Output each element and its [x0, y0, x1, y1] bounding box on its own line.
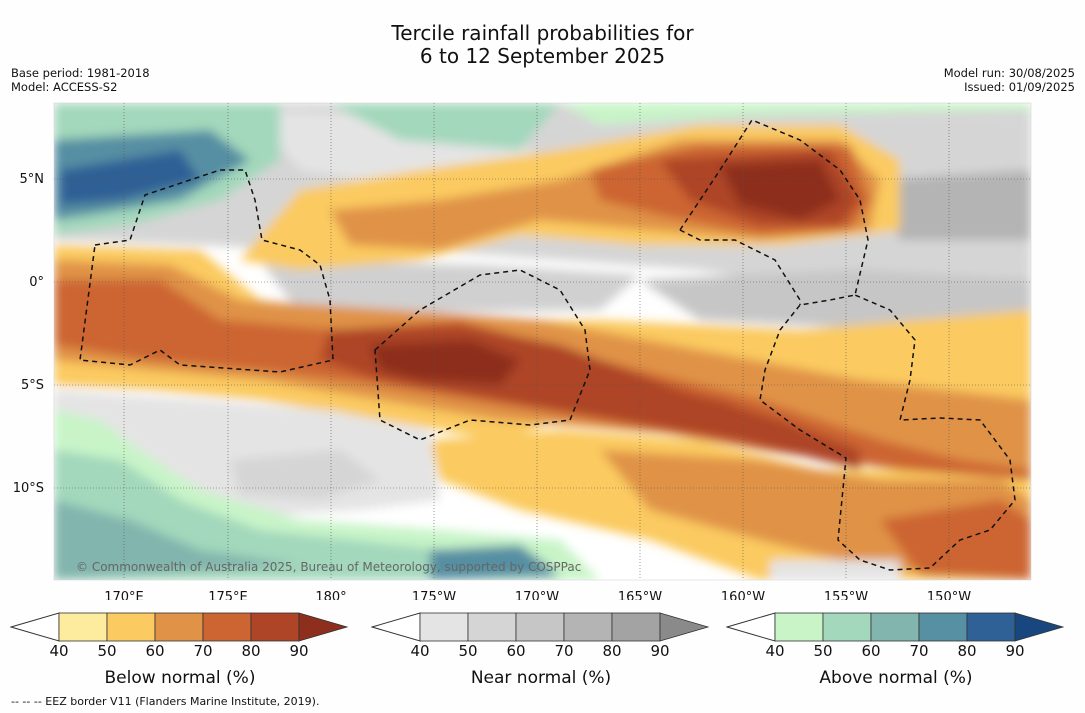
- legend-above-swatch-90: [1014, 612, 1065, 642]
- legend-below-swatch-70: [202, 612, 252, 642]
- legend-below-swatch-90: [298, 612, 349, 642]
- map-title: Tercile rainfall probabilities for 6 to …: [0, 22, 1085, 68]
- legend-near-tick-40: 40: [410, 642, 430, 660]
- legend-below-title: Below normal (%): [104, 668, 256, 688]
- issued-date: Issued: 01/09/2025: [964, 80, 1075, 94]
- lon-label-155w: 155°W: [824, 590, 868, 600]
- lon-label-170w: 170°W: [515, 590, 559, 600]
- lon-label-170e: 170°E: [104, 590, 144, 600]
- lon-label-150w: 150°W: [927, 590, 971, 600]
- model-name: Model: ACCESS-S2: [11, 80, 118, 94]
- legend-below-normal: 40 50 60 70 80 90 Below normal (%): [10, 600, 350, 700]
- eez-borders: [79, 119, 1016, 571]
- legend-above-tick-60: 60: [861, 642, 881, 660]
- legend-near-tick-80: 80: [602, 642, 622, 660]
- lon-label-180: 180°: [315, 590, 346, 600]
- legend-above-tick-80: 80: [957, 642, 977, 660]
- legend-below-tick-40: 40: [49, 642, 69, 660]
- legend-above-swatch-60: [870, 612, 920, 642]
- legend-below-tick-90: 90: [289, 642, 309, 660]
- rainfall-probability-map: © Commonwealth of Australia 2025, Bureau…: [13, 102, 1032, 600]
- legend-near-swatch-70: [563, 612, 613, 642]
- lon-label-175e: 175°E: [208, 590, 248, 600]
- legend-above-tick-50: 50: [813, 642, 833, 660]
- legend-near-title: Near normal (%): [470, 668, 612, 688]
- legend-near-swatch-60: [515, 612, 565, 642]
- legend-below-tick-70: 70: [193, 642, 213, 660]
- lat-label-5n: 5°N: [20, 172, 45, 187]
- legend-below-tick-60: 60: [145, 642, 165, 660]
- legend-above-tick-90: 90: [1005, 642, 1025, 660]
- legend-near-tick-70: 70: [554, 642, 574, 660]
- legend-above-swatch-50: [822, 612, 872, 642]
- legend-above-swatch-70: [918, 612, 968, 642]
- legend-near-swatch-90: [659, 612, 710, 642]
- legend-near-swatch-80: [611, 612, 661, 642]
- model-run: Model run: 30/08/2025: [943, 66, 1075, 80]
- lat-label-5s: 5°S: [21, 378, 44, 393]
- legend-near-normal-bar: [371, 612, 710, 642]
- eez-border-note: -- -- -- EEZ border V11 (Flanders Marine…: [11, 695, 320, 708]
- legend-above-normal: 40 50 60 70 80 90 Above normal (%): [726, 600, 1066, 700]
- legend-above-tick-70: 70: [909, 642, 929, 660]
- lon-label-175w: 175°W: [412, 590, 456, 600]
- legend-below-tick-50: 50: [97, 642, 117, 660]
- lat-label-10s: 10°S: [13, 481, 44, 496]
- title-line-2: 6 to 12 September 2025: [419, 44, 666, 68]
- legend-below-tick-80: 80: [241, 642, 261, 660]
- legend-below-swatch-40: [58, 612, 108, 642]
- legend-above-tick-40: 40: [765, 642, 785, 660]
- legend-below-swatch-60: [154, 612, 204, 642]
- title-line-1: Tercile rainfall probabilities for: [391, 21, 694, 45]
- meta-left: Base period: 1981-2018 Model: ACCESS-S2: [11, 66, 150, 94]
- legend-near-normal: 40 50 60 70 80 90 Near normal (%): [371, 600, 711, 700]
- meta-right: Model run: 30/08/2025 Issued: 01/09/2025: [944, 66, 1075, 94]
- legend-above-swatch-40: [774, 612, 824, 642]
- legend-below-swatch-80: [250, 612, 300, 642]
- legend-near-tick-90: 90: [650, 642, 670, 660]
- legend-below-normal-bar: [10, 612, 349, 642]
- legend-below-swatch-50: [106, 612, 156, 642]
- lat-label-0: 0°: [29, 275, 44, 290]
- legend-near-tick-60: 60: [506, 642, 526, 660]
- legend-near-tick-50: 50: [458, 642, 478, 660]
- copyright-notice: © Commonwealth of Australia 2025, Bureau…: [76, 560, 581, 574]
- legend-near-swatch-50: [467, 612, 517, 642]
- legend-above-title: Above normal (%): [819, 668, 973, 688]
- probability-field: © Commonwealth of Australia 2025, Bureau…: [54, 103, 1031, 580]
- lon-label-160w: 160°W: [721, 590, 765, 600]
- legend-near-swatch-40: [419, 612, 469, 642]
- base-period: Base period: 1981-2018: [11, 66, 150, 80]
- lon-label-165w: 165°W: [618, 590, 662, 600]
- legend-above-normal-bar: [726, 612, 1065, 642]
- legend-above-swatch-80: [966, 612, 1016, 642]
- graticule: [54, 103, 1031, 580]
